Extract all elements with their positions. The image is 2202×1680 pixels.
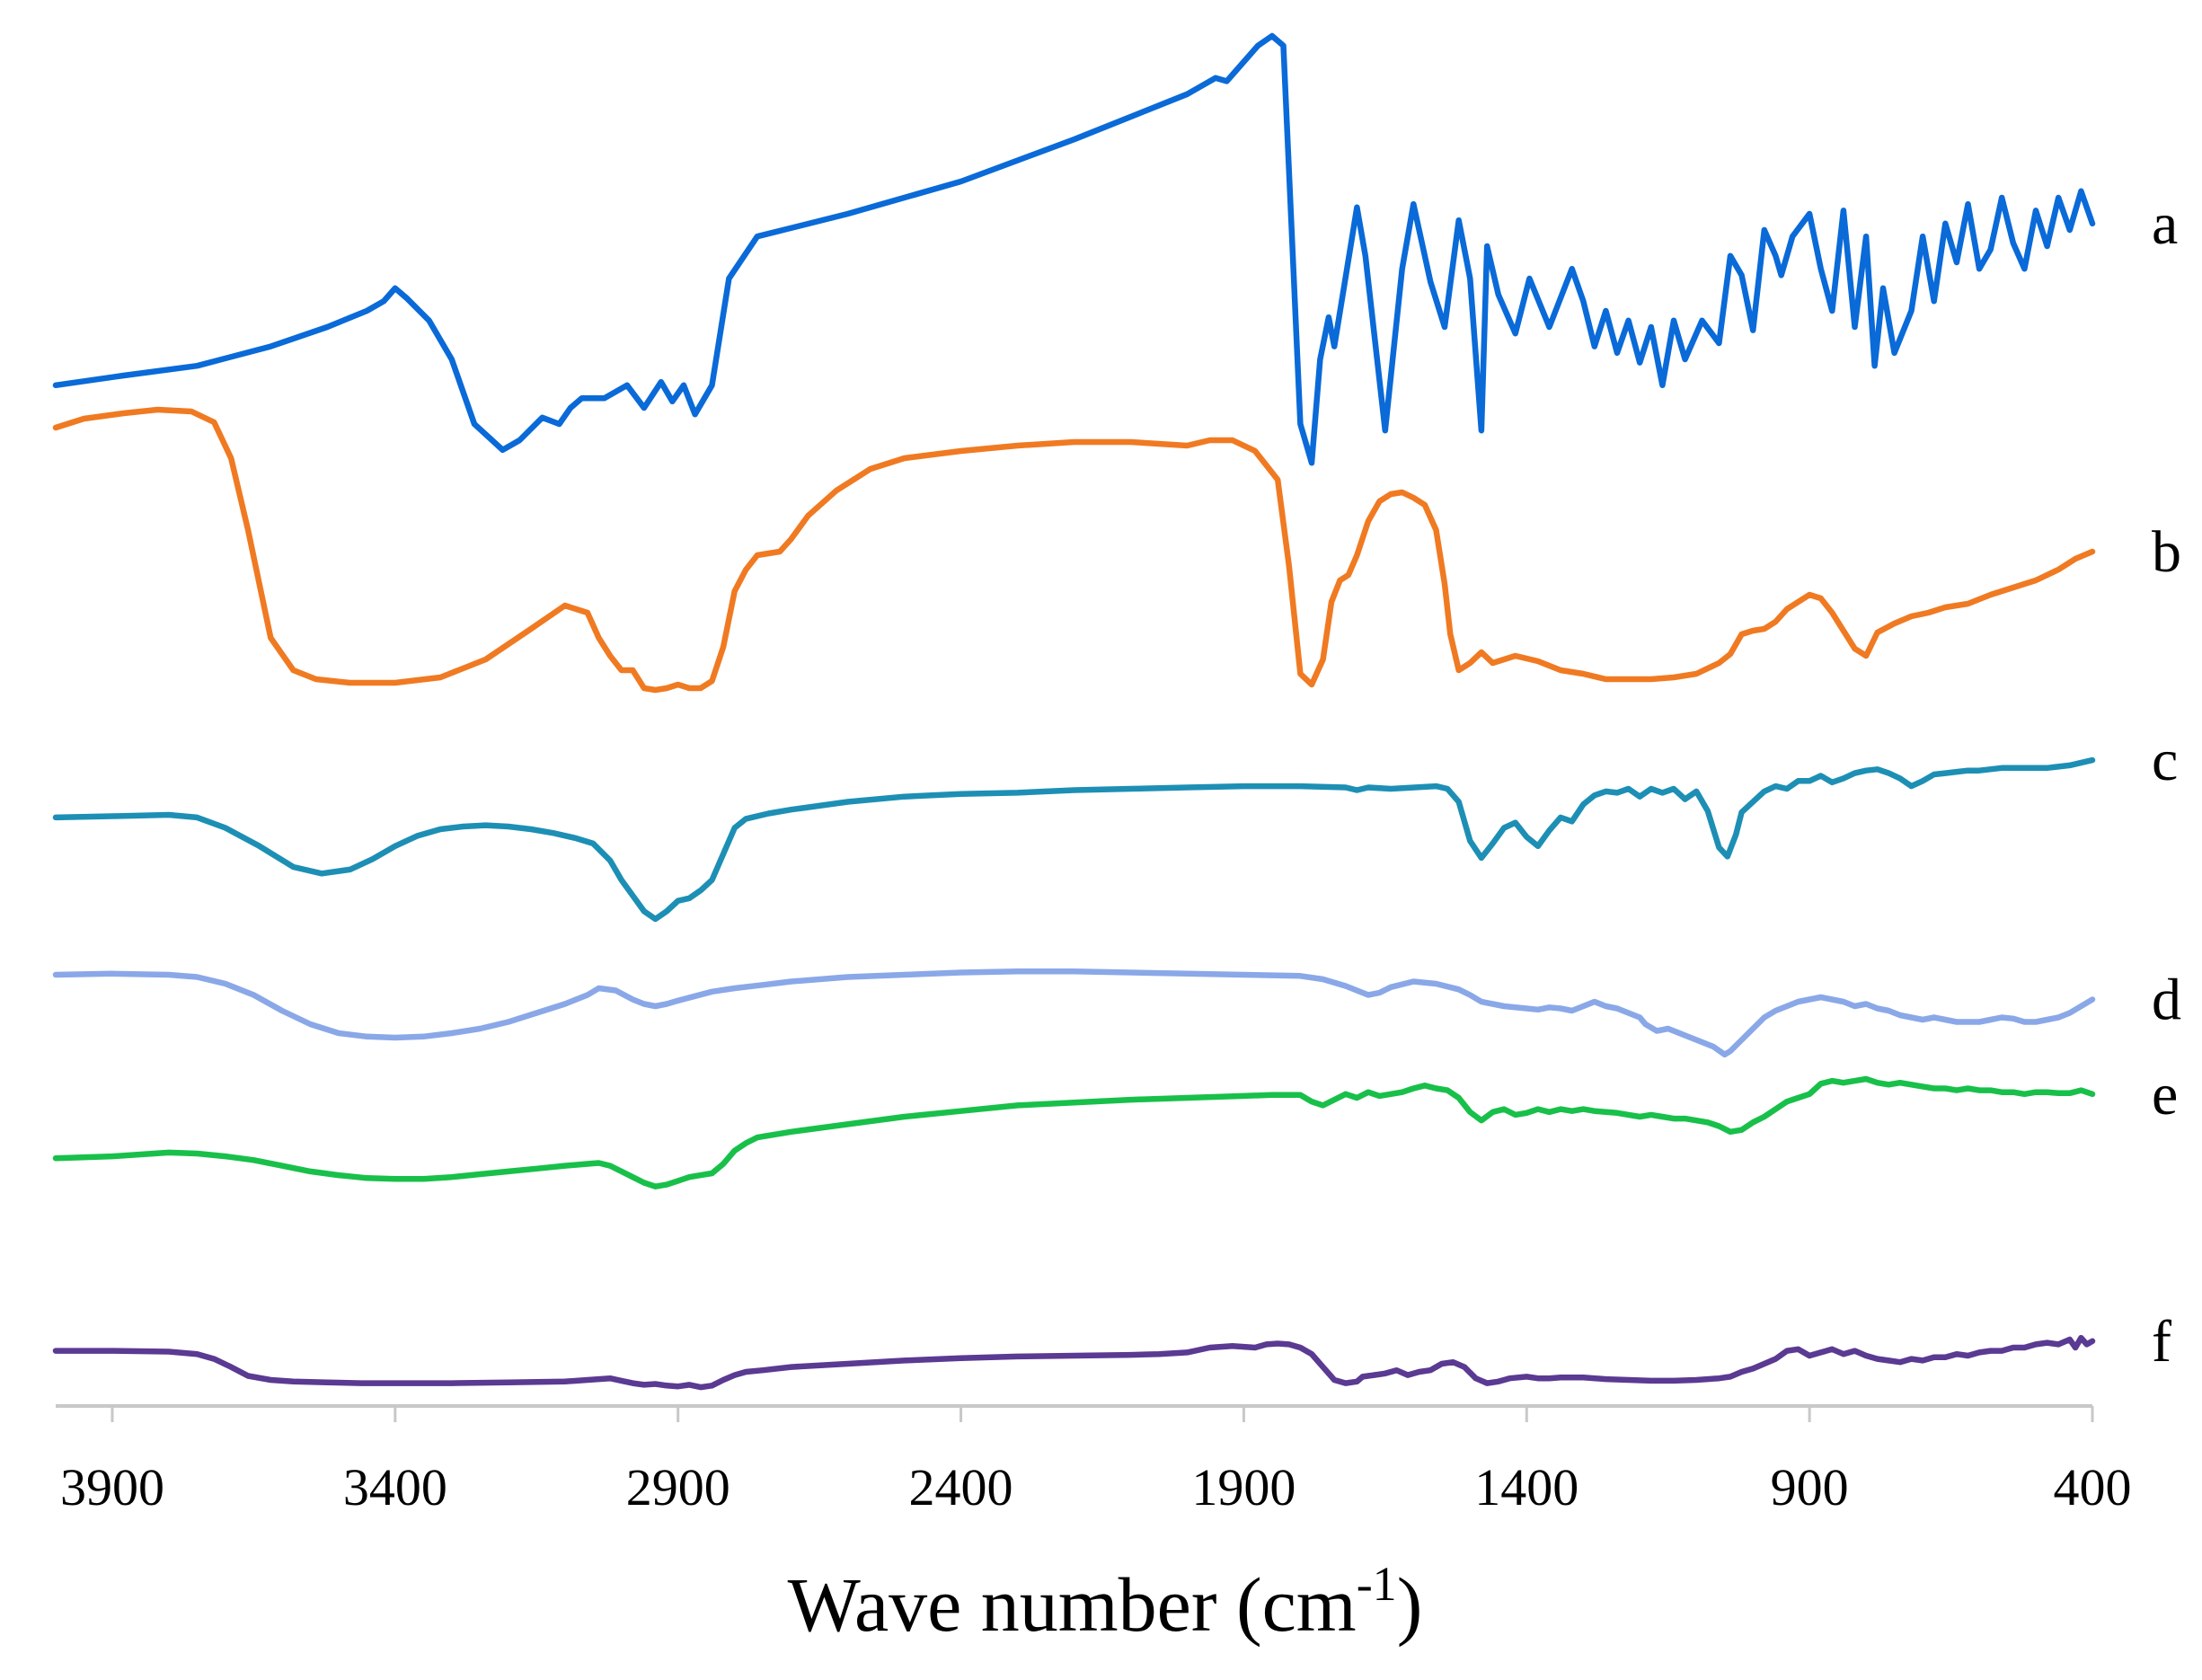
series-label-b: b [2152,519,2181,585]
x-tick-label: 900 [1771,1458,1849,1516]
series-line-c [52,756,2096,923]
x-axis-title-superscript: -1 [1357,1557,1397,1611]
series-layer: a b c de f [52,32,2181,1391]
x-axis-title: Wave number (cm-1) [788,1557,1423,1648]
series-line-d [52,968,2096,1058]
x-tick-label: 2400 [909,1458,1013,1516]
x-tick-label: 2900 [626,1458,730,1516]
series-label-e: e [2152,1062,2178,1127]
x-axis-title-suffix: ) [1397,1561,1423,1648]
series-line-e [52,1075,2096,1189]
series-label-a: a [2152,191,2178,257]
series-line-f [52,1334,2096,1391]
x-tick-label: 1400 [1474,1458,1579,1516]
x-tick-label: 3400 [343,1458,447,1516]
series-line-b [52,406,2096,694]
x-axis-ticks: 3900 3400 2900 2400 1900 1400 900 400 [60,1406,2132,1516]
x-tick-label: 400 [2054,1458,2132,1516]
x-tick-label: 1900 [1191,1458,1296,1516]
series-label-c: c [2152,728,2178,793]
x-tick-label: 3900 [60,1458,164,1516]
series-label-f: f [2152,1309,2171,1375]
series-line-a [52,32,2096,466]
series-label-d: d [2152,968,2181,1033]
